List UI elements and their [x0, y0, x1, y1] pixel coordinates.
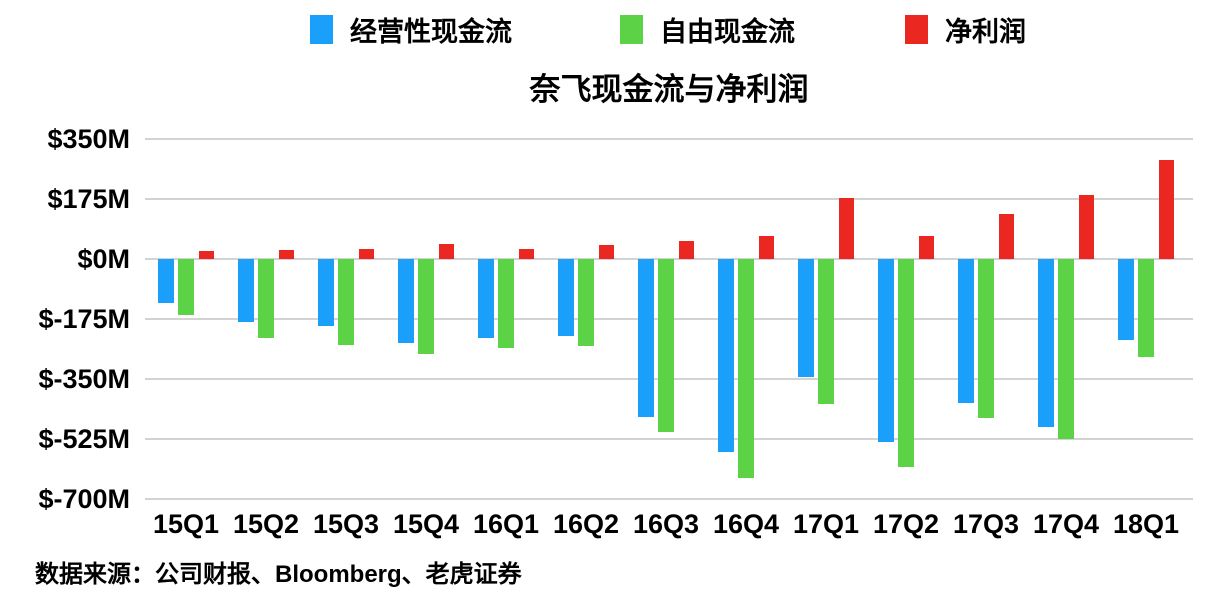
bar-17Q2-自由现金流: [898, 259, 914, 468]
bar-15Q2-经营性现金流: [238, 259, 254, 322]
bar-15Q4-自由现金流: [418, 259, 434, 354]
y-axis-label: $-175M: [38, 304, 130, 334]
bar-15Q3-自由现金流: [338, 259, 354, 346]
x-axis-label-16Q1: 16Q1: [472, 509, 540, 539]
x-axis-label-15Q4: 15Q4: [392, 509, 460, 539]
bar-15Q3-经营性现金流: [318, 259, 334, 327]
x-axis-label-17Q2: 17Q2: [872, 509, 940, 539]
bar-16Q2-经营性现金流: [558, 259, 574, 337]
gridline-$350M: [145, 138, 1193, 140]
bar-15Q2-自由现金流: [258, 259, 274, 338]
y-axis-label: $-525M: [38, 424, 130, 454]
bar-16Q4-净利润: [759, 236, 774, 259]
bar-15Q4-经营性现金流: [398, 259, 414, 344]
bar-17Q1-自由现金流: [818, 259, 834, 404]
x-axis-label-16Q2: 16Q2: [552, 509, 620, 539]
gridline-$-700M: [145, 498, 1193, 500]
gridline-$-525M: [145, 438, 1193, 440]
bar-17Q4-自由现金流: [1058, 259, 1074, 439]
bar-16Q3-经营性现金流: [638, 259, 654, 418]
bar-16Q3-净利润: [679, 241, 694, 259]
x-axis-label-15Q1: 15Q1: [152, 509, 220, 539]
bar-17Q4-经营性现金流: [1038, 259, 1054, 427]
bar-15Q2-净利润: [279, 250, 294, 259]
bar-15Q1-经营性现金流: [158, 259, 174, 303]
bar-16Q4-自由现金流: [738, 259, 754, 479]
bar-16Q2-自由现金流: [578, 259, 594, 347]
bar-17Q3-经营性现金流: [958, 259, 974, 403]
operating-cash-flow-swatch-icon: [310, 14, 333, 44]
gridline-$175M: [145, 198, 1193, 200]
x-axis-label-16Q3: 16Q3: [632, 509, 700, 539]
legend-item-operating-cash-flow: 经营性现金流: [310, 13, 512, 47]
legend-item-net-profit: 净利润: [905, 13, 1026, 47]
bar-17Q2-经营性现金流: [878, 259, 894, 443]
bar-17Q2-净利润: [919, 236, 934, 259]
y-axis-label: $-350M: [38, 364, 130, 394]
y-axis-label: $-700M: [38, 484, 130, 514]
x-axis-label-15Q2: 15Q2: [232, 509, 300, 539]
source-note: 数据来源：公司财报、Bloomberg、老虎证券: [35, 561, 522, 588]
bar-16Q1-自由现金流: [498, 259, 514, 349]
bar-15Q1-自由现金流: [178, 259, 194, 316]
bar-17Q1-净利润: [839, 197, 854, 259]
bar-16Q1-净利润: [519, 249, 534, 259]
net-profit-swatch-icon: [905, 14, 928, 44]
x-axis-label-18Q1: 18Q1: [1112, 509, 1180, 539]
bar-16Q4-经营性现金流: [718, 259, 734, 452]
legend-item-free-cash-flow: 自由现金流: [620, 13, 795, 47]
bar-16Q3-自由现金流: [658, 259, 674, 433]
x-axis-label-17Q4: 17Q4: [1032, 509, 1100, 539]
y-axis-label: $0M: [77, 244, 130, 274]
bar-17Q1-经营性现金流: [798, 259, 814, 377]
legend-label-free-cash-flow: 自由现金流: [660, 16, 795, 47]
bar-17Q3-自由现金流: [978, 259, 994, 419]
bar-18Q1-净利润: [1159, 159, 1174, 259]
bar-15Q4-净利润: [439, 244, 454, 259]
bar-18Q1-经营性现金流: [1118, 259, 1134, 341]
x-axis-label-17Q1: 17Q1: [792, 509, 860, 539]
y-axis-label: $175M: [47, 184, 130, 214]
bar-16Q1-经营性现金流: [478, 259, 494, 338]
x-axis-label-15Q3: 15Q3: [312, 509, 380, 539]
bar-16Q2-净利润: [599, 244, 614, 259]
y-axis-label: $350M: [47, 124, 130, 154]
x-axis-label-17Q3: 17Q3: [952, 509, 1020, 539]
bar-15Q3-净利润: [359, 249, 374, 259]
legend-label-operating-cash-flow: 经营性现金流: [350, 16, 512, 47]
x-axis-label-16Q4: 16Q4: [712, 509, 780, 539]
bar-17Q4-净利润: [1079, 195, 1094, 259]
chart-title: 奈飞现金流与净利润: [529, 72, 809, 107]
bar-15Q1-净利润: [199, 250, 214, 259]
legend-label-net-profit: 净利润: [945, 16, 1026, 47]
bar-18Q1-自由现金流: [1138, 259, 1154, 358]
bar-17Q3-净利润: [999, 214, 1014, 259]
free-cash-flow-swatch-icon: [620, 14, 643, 44]
